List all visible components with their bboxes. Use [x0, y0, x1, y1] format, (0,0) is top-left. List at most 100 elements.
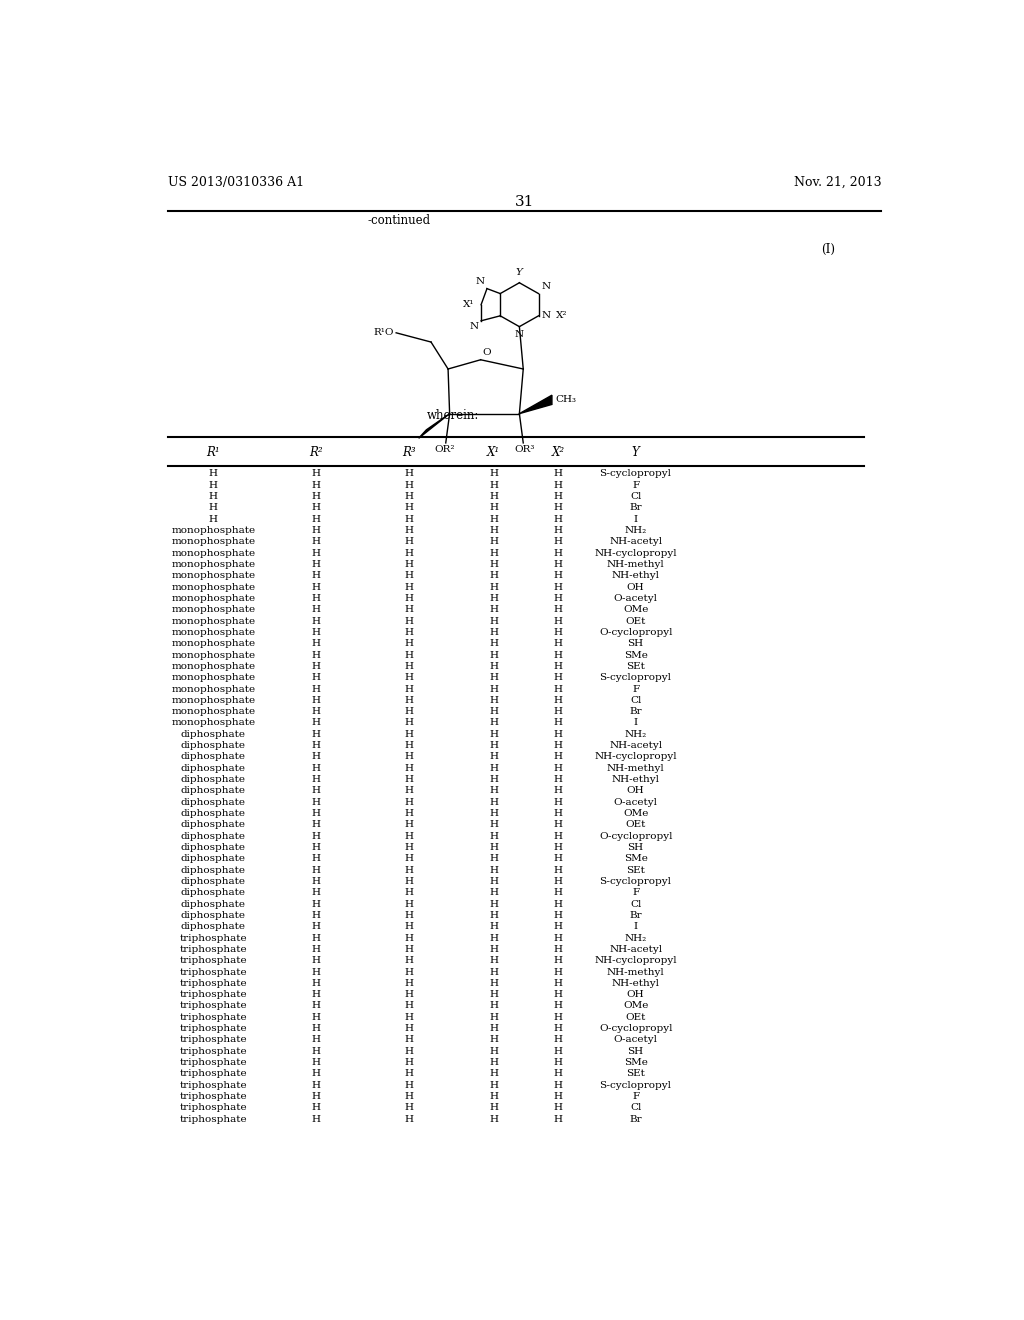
- Text: H: H: [311, 843, 321, 851]
- Text: H: H: [404, 492, 413, 502]
- Text: H: H: [554, 480, 562, 490]
- Text: NH-cyclopropyl: NH-cyclopropyl: [594, 956, 677, 965]
- Text: diphosphate: diphosphate: [181, 764, 246, 772]
- Text: H: H: [489, 968, 499, 977]
- Text: H: H: [489, 606, 499, 614]
- Text: H: H: [489, 956, 499, 965]
- Text: H: H: [489, 718, 499, 727]
- Text: NH₂: NH₂: [625, 933, 647, 942]
- Text: S-cyclopropyl: S-cyclopropyl: [600, 470, 672, 478]
- Text: H: H: [404, 741, 413, 750]
- Text: H: H: [554, 979, 562, 987]
- Text: H: H: [311, 741, 321, 750]
- Text: H: H: [209, 480, 218, 490]
- Text: H: H: [404, 1035, 413, 1044]
- Text: SMe: SMe: [624, 1059, 647, 1067]
- Text: H: H: [489, 764, 499, 772]
- Text: OMe: OMe: [623, 1002, 648, 1011]
- Text: H: H: [554, 696, 562, 705]
- Text: OEt: OEt: [626, 616, 646, 626]
- Text: Cl: Cl: [630, 492, 641, 502]
- Text: N: N: [515, 330, 524, 339]
- Text: S-cyclopropyl: S-cyclopropyl: [600, 876, 672, 886]
- Text: H: H: [311, 990, 321, 999]
- Text: US 2013/0310336 A1: US 2013/0310336 A1: [168, 176, 304, 189]
- Text: OR²: OR²: [434, 445, 455, 454]
- Text: H: H: [489, 911, 499, 920]
- Text: H: H: [311, 956, 321, 965]
- Text: diphosphate: diphosphate: [181, 854, 246, 863]
- Text: H: H: [489, 979, 499, 987]
- Text: H: H: [404, 673, 413, 682]
- Text: monophosphate: monophosphate: [171, 606, 255, 614]
- Text: H: H: [489, 470, 499, 478]
- Text: H: H: [554, 594, 562, 603]
- Text: H: H: [311, 787, 321, 796]
- Text: H: H: [404, 470, 413, 478]
- Text: H: H: [311, 1035, 321, 1044]
- Text: H: H: [554, 764, 562, 772]
- Text: H: H: [404, 775, 413, 784]
- Text: triphosphate: triphosphate: [179, 990, 247, 999]
- Text: N: N: [470, 322, 479, 331]
- Text: triphosphate: triphosphate: [179, 1012, 247, 1022]
- Text: triphosphate: triphosphate: [179, 1059, 247, 1067]
- Text: NH-acetyl: NH-acetyl: [609, 741, 663, 750]
- Text: H: H: [404, 990, 413, 999]
- Text: H: H: [489, 945, 499, 954]
- Text: H: H: [311, 492, 321, 502]
- Text: triphosphate: triphosphate: [179, 1104, 247, 1113]
- Text: SMe: SMe: [624, 651, 647, 660]
- Text: H: H: [554, 1092, 562, 1101]
- Text: NH-ethyl: NH-ethyl: [611, 775, 659, 784]
- Text: H: H: [311, 979, 321, 987]
- Text: H: H: [311, 503, 321, 512]
- Text: H: H: [404, 628, 413, 638]
- Text: H: H: [554, 1002, 562, 1011]
- Text: H: H: [489, 527, 499, 535]
- Text: H: H: [554, 503, 562, 512]
- Text: Br: Br: [630, 708, 642, 717]
- Text: H: H: [404, 1081, 413, 1090]
- Text: H: H: [489, 1012, 499, 1022]
- Text: H: H: [554, 956, 562, 965]
- Text: diphosphate: diphosphate: [181, 900, 246, 908]
- Text: SMe: SMe: [624, 854, 647, 863]
- Text: H: H: [489, 639, 499, 648]
- Text: monophosphate: monophosphate: [171, 560, 255, 569]
- Text: H: H: [404, 708, 413, 717]
- Text: diphosphate: diphosphate: [181, 820, 246, 829]
- Text: H: H: [404, 900, 413, 908]
- Text: diphosphate: diphosphate: [181, 911, 246, 920]
- Text: monophosphate: monophosphate: [171, 582, 255, 591]
- Text: H: H: [311, 1081, 321, 1090]
- Text: H: H: [554, 752, 562, 762]
- Text: monophosphate: monophosphate: [171, 628, 255, 638]
- Text: Br: Br: [630, 1114, 642, 1123]
- Text: H: H: [489, 1047, 499, 1056]
- Text: H: H: [311, 730, 321, 739]
- Text: SEt: SEt: [627, 1069, 645, 1078]
- Text: H: H: [554, 628, 562, 638]
- Text: X¹: X¹: [487, 446, 501, 459]
- Text: H: H: [404, 797, 413, 807]
- Text: H: H: [489, 843, 499, 851]
- Text: H: H: [311, 696, 321, 705]
- Text: H: H: [311, 797, 321, 807]
- Text: H: H: [404, 685, 413, 693]
- Text: H: H: [311, 606, 321, 614]
- Text: H: H: [554, 1059, 562, 1067]
- Text: H: H: [311, 945, 321, 954]
- Text: H: H: [311, 515, 321, 524]
- Text: diphosphate: diphosphate: [181, 752, 246, 762]
- Text: H: H: [554, 820, 562, 829]
- Text: -continued: -continued: [368, 214, 431, 227]
- Text: wherein:: wherein:: [426, 409, 479, 421]
- Text: O: O: [482, 347, 490, 356]
- Text: R³: R³: [401, 446, 416, 459]
- Text: H: H: [554, 661, 562, 671]
- Text: H: H: [489, 560, 499, 569]
- Text: H: H: [489, 572, 499, 581]
- Text: H: H: [404, 527, 413, 535]
- Text: H: H: [404, 752, 413, 762]
